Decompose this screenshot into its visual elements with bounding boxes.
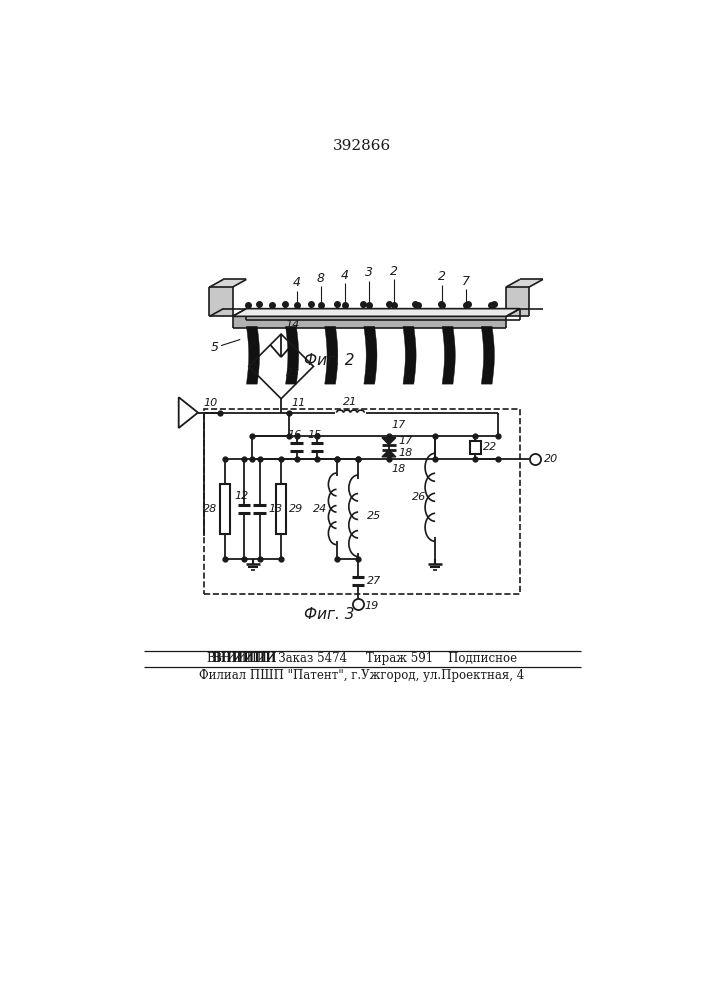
Text: 13: 13 bbox=[269, 504, 283, 514]
Polygon shape bbox=[233, 309, 520, 316]
Text: 22: 22 bbox=[483, 442, 497, 452]
Text: 21: 21 bbox=[344, 397, 358, 407]
Text: 4: 4 bbox=[341, 269, 349, 282]
Bar bbox=[469, 441, 481, 454]
Text: Фиг. 3: Фиг. 3 bbox=[303, 607, 354, 622]
Text: 17: 17 bbox=[399, 436, 413, 446]
Text: 28: 28 bbox=[203, 504, 217, 514]
Text: 10: 10 bbox=[204, 398, 218, 408]
Text: 29: 29 bbox=[288, 504, 303, 514]
Text: 26: 26 bbox=[411, 492, 426, 502]
Text: ВНИИПИ   Заказ 5474     Тираж 591    Подписное: ВНИИПИ Заказ 5474 Тираж 591 Подписное bbox=[207, 652, 517, 665]
Polygon shape bbox=[233, 309, 520, 316]
Polygon shape bbox=[481, 326, 494, 384]
Polygon shape bbox=[325, 326, 338, 384]
Polygon shape bbox=[382, 450, 396, 457]
Text: 4: 4 bbox=[293, 276, 300, 289]
Polygon shape bbox=[286, 326, 298, 384]
Text: 7: 7 bbox=[462, 275, 470, 288]
Polygon shape bbox=[209, 279, 247, 287]
Text: 14: 14 bbox=[286, 320, 300, 330]
Polygon shape bbox=[506, 279, 543, 287]
Polygon shape bbox=[247, 326, 259, 384]
Bar bbox=[276, 484, 286, 534]
Text: 11: 11 bbox=[291, 398, 305, 408]
Text: Филиал ПШП "Патент", г.Ужгород, ул.Проектная, 4: Филиал ПШП "Патент", г.Ужгород, ул.Проек… bbox=[199, 669, 525, 682]
Polygon shape bbox=[209, 287, 233, 316]
Polygon shape bbox=[364, 326, 377, 384]
Polygon shape bbox=[442, 326, 455, 384]
Text: 8: 8 bbox=[317, 272, 325, 285]
Polygon shape bbox=[233, 316, 506, 328]
Text: 27: 27 bbox=[368, 576, 382, 586]
Bar bbox=[219, 484, 230, 534]
Text: 18: 18 bbox=[391, 464, 405, 474]
Text: 18: 18 bbox=[399, 448, 413, 458]
Text: 17: 17 bbox=[391, 420, 405, 430]
Text: 2: 2 bbox=[438, 270, 446, 283]
Text: 2: 2 bbox=[390, 265, 397, 278]
Text: 19: 19 bbox=[364, 601, 378, 611]
Text: 24: 24 bbox=[313, 504, 327, 514]
Polygon shape bbox=[403, 326, 416, 384]
Text: 3: 3 bbox=[366, 266, 373, 279]
Text: ВНИИПИ: ВНИИПИ bbox=[211, 652, 277, 665]
Text: Фиг. 2: Фиг. 2 bbox=[303, 353, 354, 368]
Text: 20: 20 bbox=[544, 454, 559, 464]
Text: 23: 23 bbox=[286, 368, 300, 378]
Polygon shape bbox=[506, 287, 529, 316]
Text: 12: 12 bbox=[235, 491, 249, 501]
Text: 15: 15 bbox=[308, 430, 322, 440]
Text: 5: 5 bbox=[211, 341, 219, 354]
Text: 392866: 392866 bbox=[333, 139, 391, 153]
Text: 25: 25 bbox=[368, 511, 382, 521]
Bar bbox=[204, 409, 520, 594]
Text: 16: 16 bbox=[287, 430, 301, 440]
Polygon shape bbox=[382, 438, 396, 445]
